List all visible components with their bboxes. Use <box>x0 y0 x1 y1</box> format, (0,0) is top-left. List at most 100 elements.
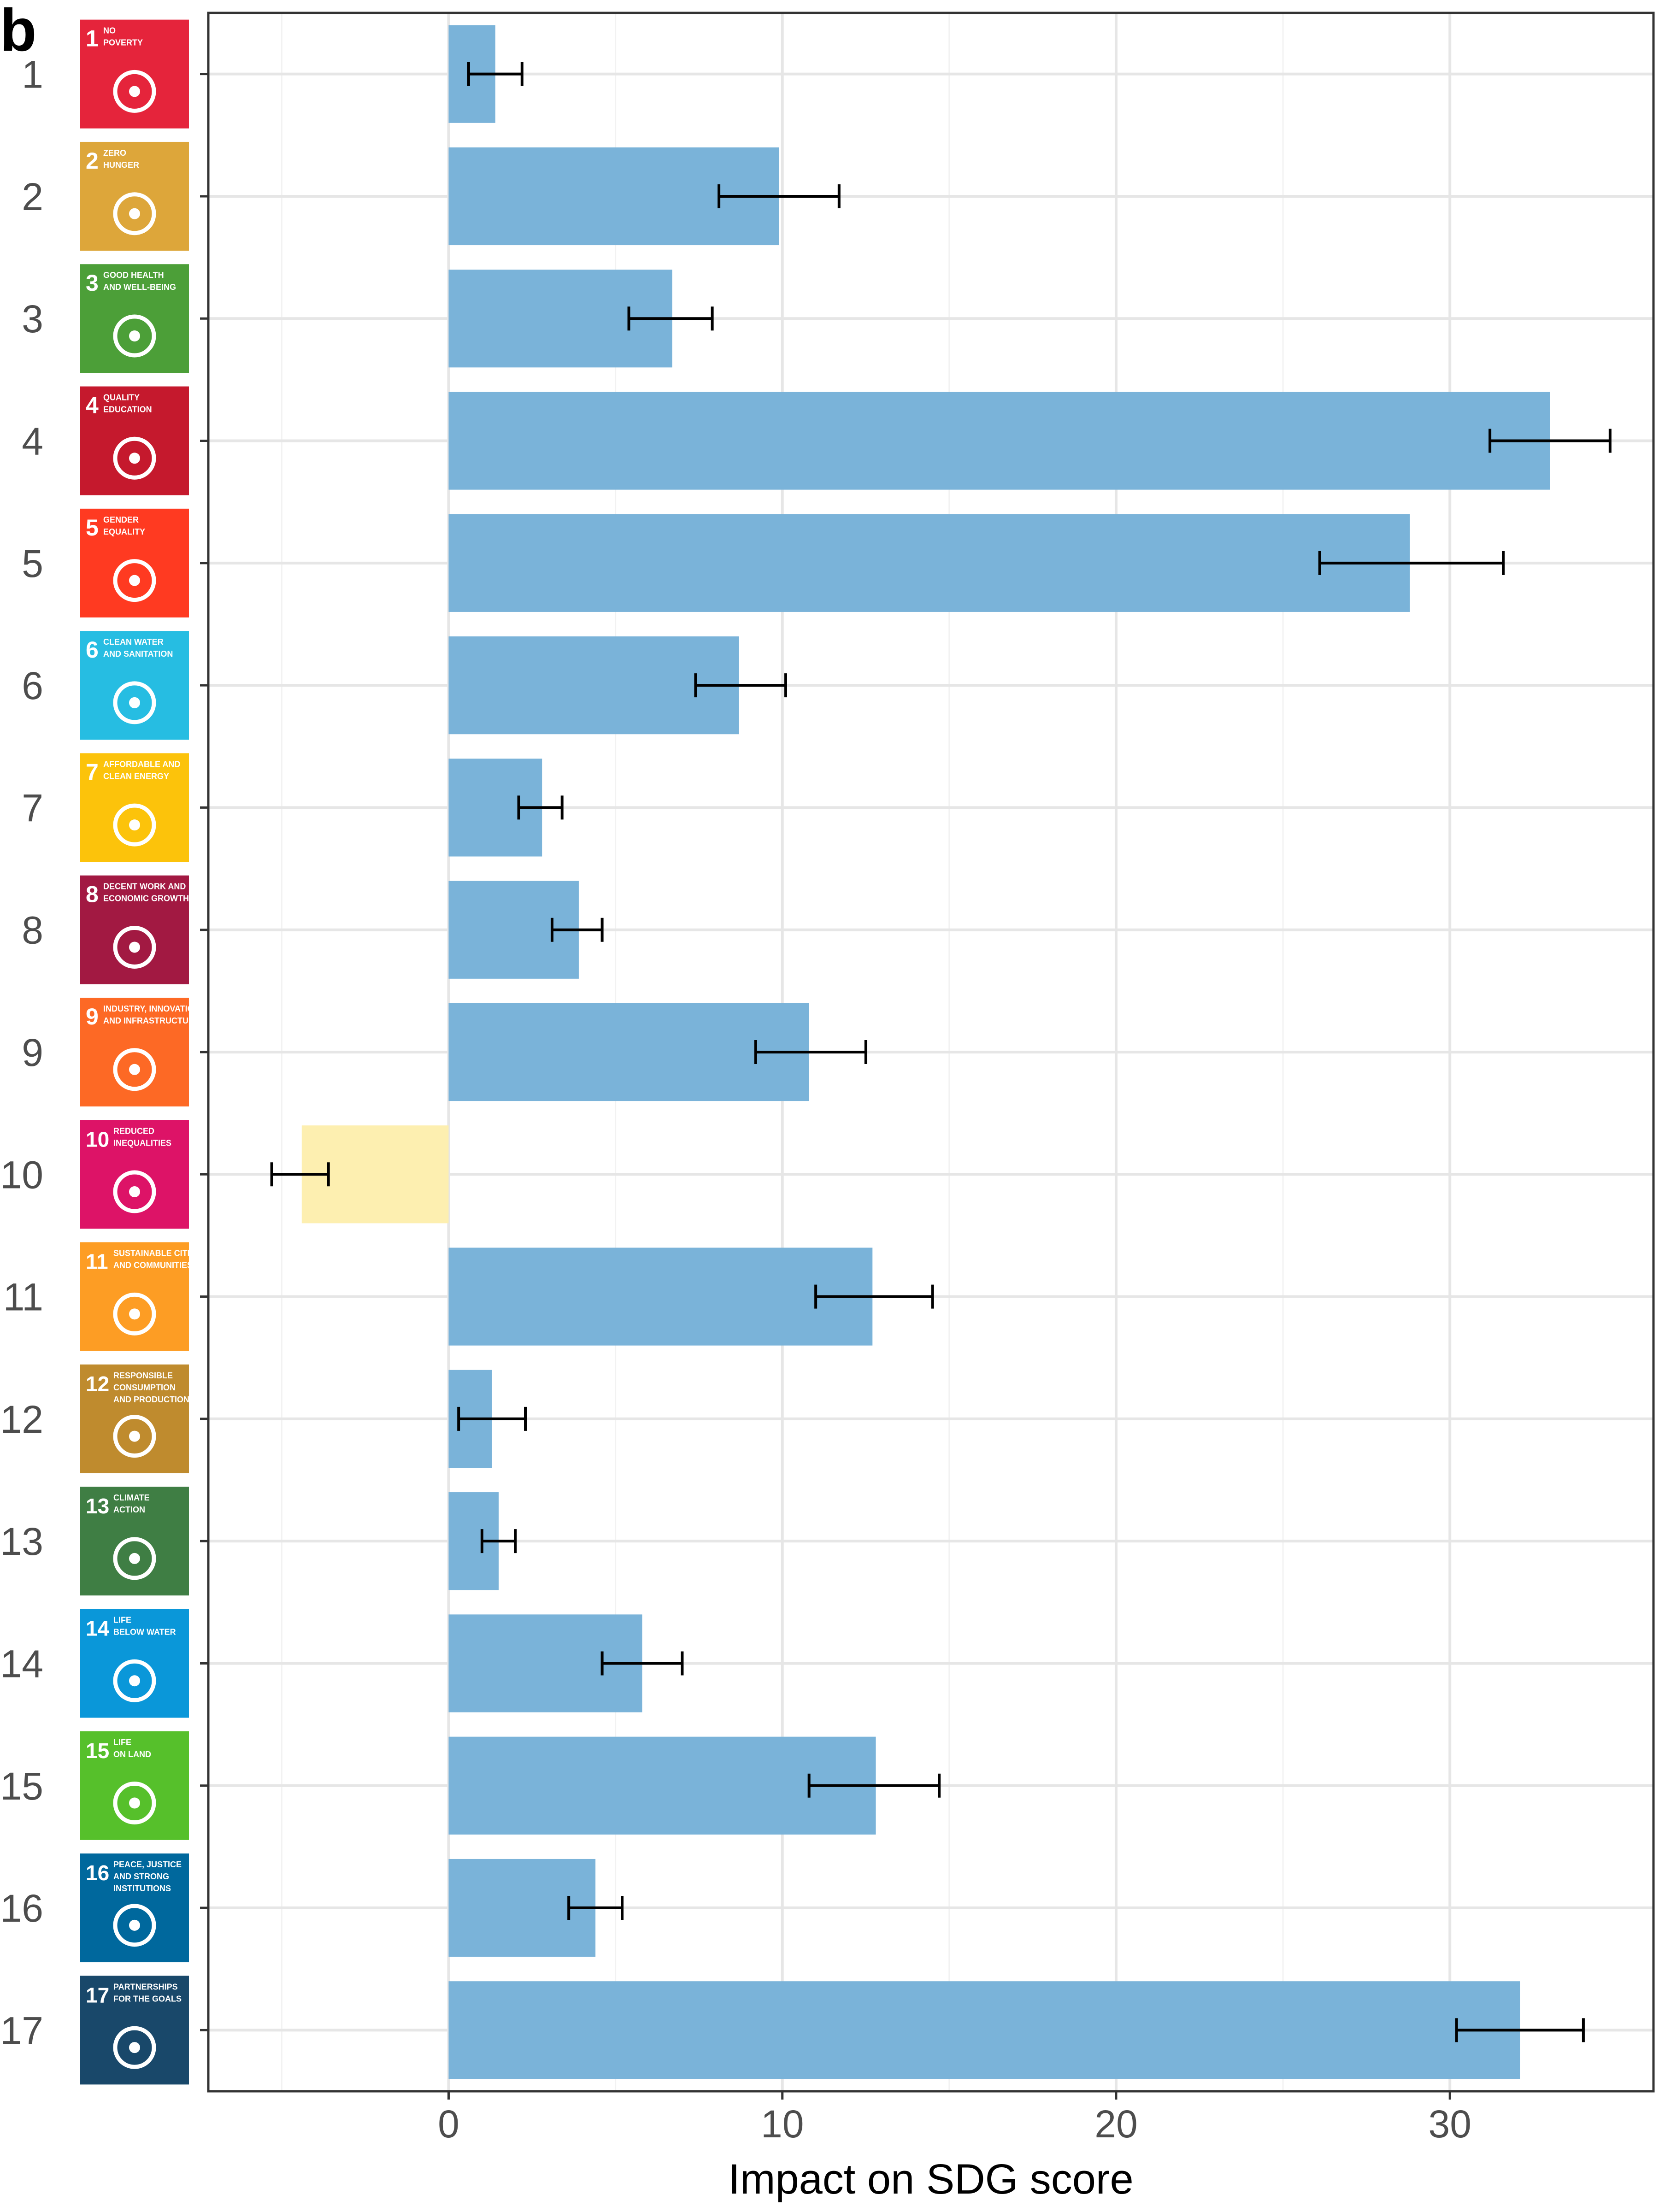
sdg-10-icon: 10 REDUCED INEQUALITIES <box>80 1120 189 1229</box>
sdg-title: QUALITY <box>103 393 140 402</box>
y-tick-label: 15 <box>0 1765 43 1808</box>
gridlines <box>208 13 1653 2091</box>
sdg-pictogram <box>113 1537 156 1580</box>
sdg-title: POVERTY <box>103 38 143 47</box>
sdg-title: AND WELL-BEING <box>103 282 176 292</box>
sdg-12-icon: 12 RESPONSIBLE CONSUMPTION AND PRODUCTION <box>80 1364 189 1473</box>
y-tick-label: 11 <box>3 1276 43 1319</box>
sdg-number: 16 <box>86 1861 109 1885</box>
y-tick-label: 2 <box>22 175 43 218</box>
sdg-pictogram-dot <box>129 453 140 464</box>
sdg-title: INDUSTRY, INNOVATION <box>103 1004 200 1013</box>
sdg-number: 1 <box>86 26 99 52</box>
sdg-title: AFFORDABLE AND <box>103 759 180 769</box>
sdg-title: GOOD HEALTH <box>103 271 164 280</box>
y-tick-label: 10 <box>0 1153 43 1196</box>
sdg-number: 13 <box>86 1494 109 1518</box>
sdg-5-icon: 5 GENDER EQUALITY <box>80 508 189 618</box>
sdg-title: AND SANITATION <box>103 649 173 659</box>
sdg-number: 2 <box>86 148 99 174</box>
y-tick-label: 6 <box>22 664 43 707</box>
sdg-number: 17 <box>86 1983 109 2007</box>
sdg-pictogram <box>113 1904 156 1947</box>
sdg-number: 3 <box>86 270 99 296</box>
sdg-pictogram <box>113 2026 156 2069</box>
sdg-4-icon: 4 QUALITY EDUCATION <box>80 386 189 495</box>
sdg-title: INEQUALITIES <box>113 1138 171 1147</box>
error-bars <box>270 62 1612 2042</box>
y-tick-label: 1 <box>22 53 43 96</box>
x-axis-title: Impact on SDG score <box>728 2156 1133 2203</box>
sdg-pictogram <box>113 436 156 480</box>
sdg-title: ZERO <box>103 148 126 158</box>
sdg-icons: 1 NO POVERTY 2 ZERO HUNGER 3 GOOD HEALTH AND WEL… <box>80 19 201 2085</box>
sdg-pictogram-dot <box>129 941 140 953</box>
y-tick-label: 3 <box>22 297 43 341</box>
sdg-title: ON LAND <box>113 1750 151 1759</box>
sdg-14-icon: 14 LIFE BELOW WATER <box>80 1609 189 1718</box>
panel-label: b <box>0 0 37 64</box>
sdg-pictogram-dot <box>129 1797 140 1809</box>
sdg-title: BELOW WATER <box>113 1627 176 1636</box>
bar <box>448 636 739 735</box>
sdg-title: LIFE <box>113 1738 131 1747</box>
sdg-number: 4 <box>86 393 99 418</box>
y-tick-label: 12 <box>0 1398 43 1441</box>
sdg-pictogram-dot <box>129 1553 140 1564</box>
sdg-pictogram-dot <box>129 1064 140 1075</box>
bar <box>448 514 1410 612</box>
sdg-number: 14 <box>86 1616 110 1640</box>
y-tick-label: 4 <box>22 420 43 463</box>
bars <box>301 25 1550 2079</box>
sdg-number: 9 <box>86 1004 99 1030</box>
sdg-title: CONSUMPTION <box>113 1383 176 1392</box>
x-tick-label: 10 <box>761 2102 804 2146</box>
sdg-pictogram <box>113 1048 156 1091</box>
y-tick-label: 13 <box>0 1520 43 1563</box>
sdg-pictogram-dot <box>129 2042 140 2053</box>
sdg-17-icon: 17 PARTNERSHIPS FOR THE GOALS <box>80 1976 189 2085</box>
sdg-11-icon: 11 SUSTAINABLE CITIES AND COMMUNITIES <box>80 1242 201 1351</box>
sdg-pictogram-dot <box>129 1919 140 1931</box>
sdg-title: DECENT WORK AND <box>103 882 186 891</box>
sdg-pictogram <box>113 1292 156 1335</box>
x-tick-label: 30 <box>1428 2102 1471 2146</box>
sdg-title: HUNGER <box>103 160 139 170</box>
sdg-number: 5 <box>86 515 99 541</box>
y-tick-label: 7 <box>22 786 43 830</box>
sdg-title: AND PRODUCTION <box>113 1395 189 1404</box>
sdg-title: AND INFRASTRUCTURE <box>103 1016 200 1025</box>
sdg-title: CLEAN ENERGY <box>103 771 169 781</box>
sdg-15-icon: 15 LIFE ON LAND <box>80 1731 189 1840</box>
sdg-6-icon: 6 CLEAN WATER AND SANITATION <box>80 631 189 740</box>
sdg-title: EDUCATION <box>103 405 152 414</box>
x-tick-label: 20 <box>1094 2102 1137 2146</box>
sdg-pictogram <box>113 1659 156 1702</box>
bar <box>448 1247 873 1346</box>
y-tick-label: 5 <box>22 542 43 585</box>
sdg-title: ECONOMIC GROWTH <box>103 894 189 903</box>
y-tick-label: 16 <box>0 1887 43 1930</box>
sdg-9-icon: 9 INDUSTRY, INNOVATION AND INFRASTRUCTURE <box>80 998 200 1106</box>
sdg-title: SUSTAINABLE CITIES <box>113 1249 201 1258</box>
sdg-title: EQUALITY <box>103 527 145 536</box>
sdg-pictogram-dot <box>129 819 140 831</box>
y-tick-label: 14 <box>0 1642 43 1685</box>
sdg-number: 7 <box>86 759 99 785</box>
sdg-number: 8 <box>86 882 99 907</box>
sdg-number: 11 <box>86 1250 108 1274</box>
sdg-title: RESPONSIBLE <box>113 1371 173 1380</box>
sdg-pictogram-dot <box>129 1675 140 1687</box>
sdg-title: GENDER <box>103 515 139 524</box>
sdg-title: AND STRONG <box>113 1872 169 1881</box>
sdg-8-icon: 8 DECENT WORK AND ECONOMIC GROWTH <box>80 875 189 984</box>
sdg-13-icon: 13 CLIMATE ACTION <box>80 1487 189 1596</box>
bar <box>448 1981 1520 2079</box>
y-tick-label: 9 <box>22 1031 43 1074</box>
sdg-title: INSTITUTIONS <box>113 1884 171 1893</box>
sdg-title: PARTNERSHIPS <box>113 1982 178 1991</box>
sdg-pictogram <box>113 559 156 602</box>
sdg-pictogram <box>113 681 156 724</box>
